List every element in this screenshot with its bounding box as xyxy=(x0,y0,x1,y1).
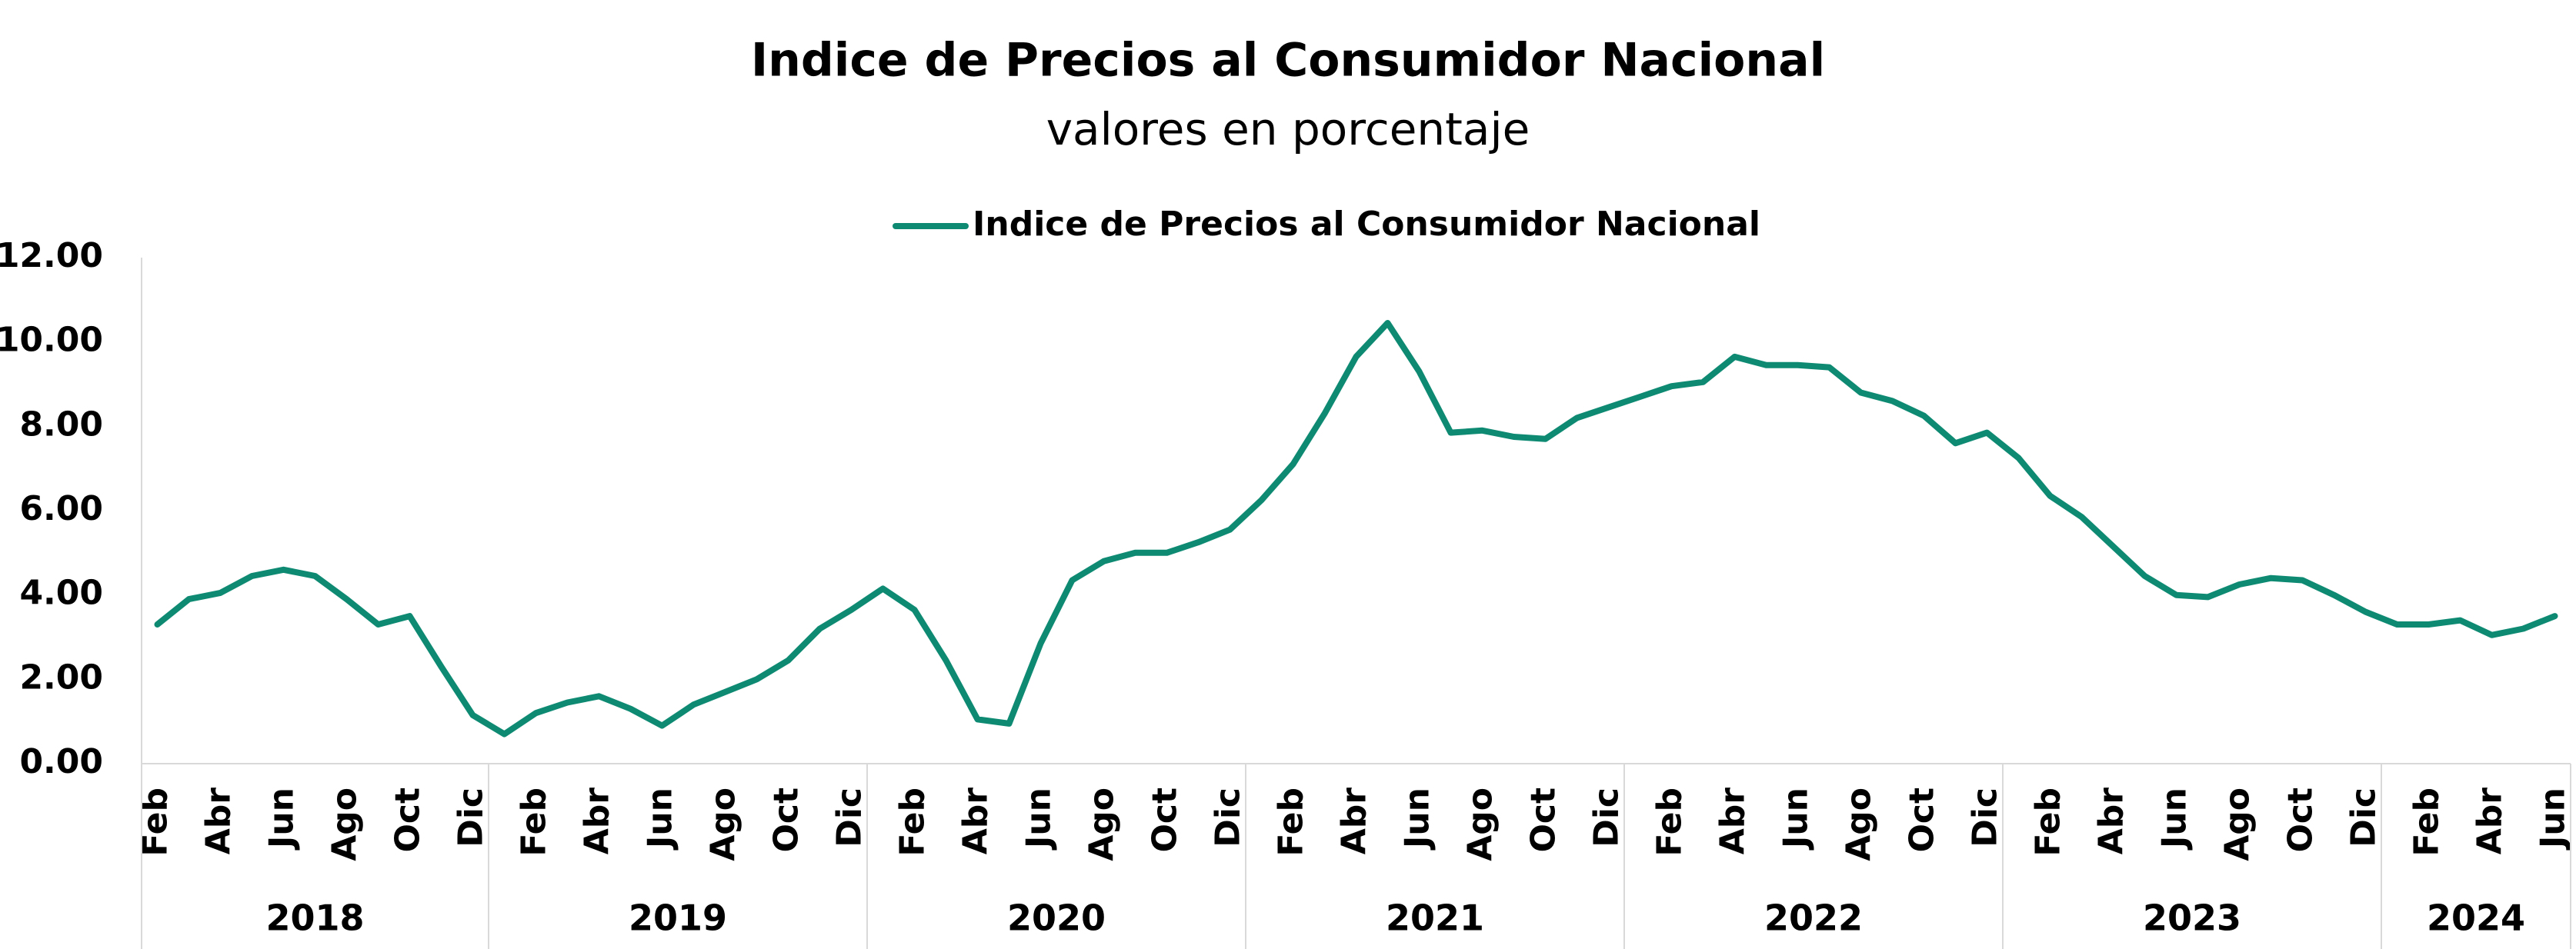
x-tick-label: Feb xyxy=(893,788,933,857)
x-tick-label: Abr xyxy=(1713,788,1753,855)
x-tick-label: Abr xyxy=(2471,788,2510,855)
x-tick-label: Dic xyxy=(452,788,491,847)
x-tick-label: Abr xyxy=(2092,788,2131,855)
x-tick-label: Jun xyxy=(2155,788,2194,851)
y-tick-label: 0.00 xyxy=(19,742,103,781)
x-tick-label: Dic xyxy=(830,788,869,847)
chart-subtitle: valores en porcentaje xyxy=(1046,103,1530,155)
x-tick-label: Oct xyxy=(2281,788,2321,853)
x-tick-label: Feb xyxy=(1650,788,1690,857)
x-tick-label: Ago xyxy=(325,788,365,861)
line-series xyxy=(154,320,2558,738)
x-tick-label: Ago xyxy=(704,788,743,861)
x-tick-label: Abr xyxy=(199,788,239,855)
x-tick-label: Jun xyxy=(641,788,680,851)
y-tick-label: 2.00 xyxy=(19,658,103,697)
y-tick-label: 12.00 xyxy=(0,236,103,275)
x-tick-label: Abr xyxy=(956,788,996,855)
group-label: 2024 xyxy=(2427,897,2525,939)
x-tick-label: Abr xyxy=(1335,788,1374,855)
x-tick-label: Oct xyxy=(1524,788,1563,853)
y-tick-label: 8.00 xyxy=(19,405,103,444)
x-tick-label: Jun xyxy=(1777,788,1816,851)
group-label: 2020 xyxy=(1007,897,1106,939)
x-tick-label: Dic xyxy=(1966,788,2005,847)
chart-title: Indice de Precios al Consumidor Nacional xyxy=(751,34,1825,88)
x-tick-label: Feb xyxy=(2029,788,2068,857)
x-tick-label: Oct xyxy=(389,788,428,853)
y-tick-label: 10.00 xyxy=(0,321,103,360)
x-tick-label: Feb xyxy=(2407,788,2447,857)
x-tick-label: Ago xyxy=(2218,788,2257,861)
x-tick-label: Ago xyxy=(1083,788,1122,861)
x-tick-label: Ago xyxy=(1840,788,1879,861)
group-label: 2023 xyxy=(2143,897,2241,939)
legend-label: Indice de Precios al Consumidor Nacional xyxy=(973,205,1760,244)
x-tick-label: Oct xyxy=(1146,788,1185,853)
y-tick-label: 4.00 xyxy=(19,574,103,613)
x-tick-label: Jun xyxy=(262,788,302,851)
group-label: 2019 xyxy=(629,897,727,939)
x-tick-label: Feb xyxy=(1272,788,1311,857)
x-tick-label: Dic xyxy=(1587,788,1627,847)
x-tick-label: Jun xyxy=(1019,788,1059,851)
x-tick-label: Ago xyxy=(1461,788,1500,861)
x-tick-label: Oct xyxy=(1903,788,1942,853)
x-tick-label: Jun xyxy=(1398,788,1437,851)
group-label: 2022 xyxy=(1764,897,1863,939)
group-label: 2021 xyxy=(1386,897,1484,939)
x-tick-label: Oct xyxy=(767,788,806,853)
x-tick-label: Jun xyxy=(2534,788,2573,851)
x-tick-label: Feb xyxy=(515,788,554,857)
x-tick-label: Dic xyxy=(2344,788,2384,847)
x-tick-label: Abr xyxy=(578,788,617,855)
y-tick-label: 6.00 xyxy=(19,489,103,528)
group-label: 2018 xyxy=(265,897,364,939)
x-tick-label: Dic xyxy=(1209,788,1248,847)
